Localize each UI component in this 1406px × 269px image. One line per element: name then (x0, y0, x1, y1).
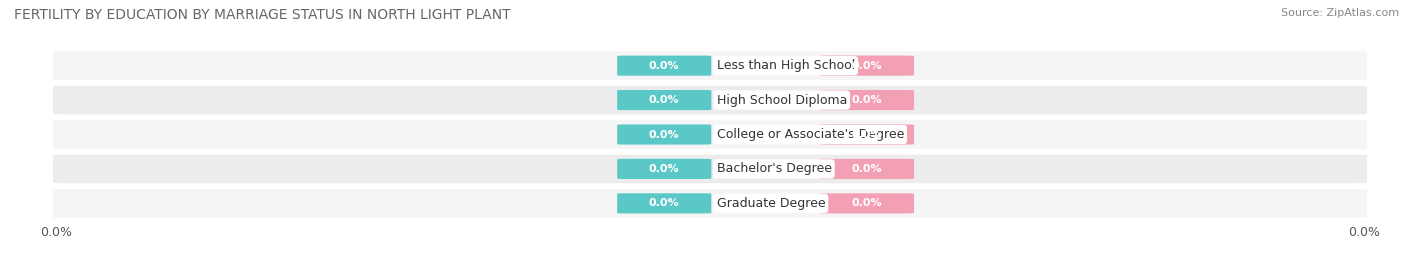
FancyBboxPatch shape (820, 159, 914, 179)
FancyBboxPatch shape (617, 193, 711, 213)
FancyBboxPatch shape (820, 56, 914, 76)
Text: Less than High School: Less than High School (717, 59, 855, 72)
FancyBboxPatch shape (617, 125, 711, 144)
Text: 0.0%: 0.0% (650, 129, 679, 140)
Text: 0.0%: 0.0% (650, 164, 679, 174)
Text: Bachelor's Degree: Bachelor's Degree (717, 162, 831, 175)
FancyBboxPatch shape (820, 90, 914, 110)
FancyBboxPatch shape (820, 125, 914, 144)
Text: 0.0%: 0.0% (852, 164, 882, 174)
FancyBboxPatch shape (617, 159, 711, 179)
Text: Graduate Degree: Graduate Degree (717, 197, 825, 210)
FancyBboxPatch shape (617, 90, 711, 110)
Text: 0.0%: 0.0% (650, 61, 679, 71)
Text: 0.0%: 0.0% (852, 95, 882, 105)
Text: 0.0%: 0.0% (650, 95, 679, 105)
FancyBboxPatch shape (53, 155, 1367, 183)
FancyBboxPatch shape (820, 193, 914, 213)
Text: Source: ZipAtlas.com: Source: ZipAtlas.com (1281, 8, 1399, 18)
FancyBboxPatch shape (53, 189, 1367, 218)
Text: FERTILITY BY EDUCATION BY MARRIAGE STATUS IN NORTH LIGHT PLANT: FERTILITY BY EDUCATION BY MARRIAGE STATU… (14, 8, 510, 22)
FancyBboxPatch shape (617, 56, 711, 76)
FancyBboxPatch shape (53, 51, 1367, 80)
Text: College or Associate's Degree: College or Associate's Degree (717, 128, 904, 141)
Text: 0.0%: 0.0% (852, 129, 882, 140)
Text: 0.0%: 0.0% (852, 198, 882, 208)
Text: High School Diploma: High School Diploma (717, 94, 846, 107)
Text: 0.0%: 0.0% (852, 61, 882, 71)
FancyBboxPatch shape (53, 86, 1367, 114)
Text: 0.0%: 0.0% (650, 198, 679, 208)
FancyBboxPatch shape (53, 120, 1367, 149)
